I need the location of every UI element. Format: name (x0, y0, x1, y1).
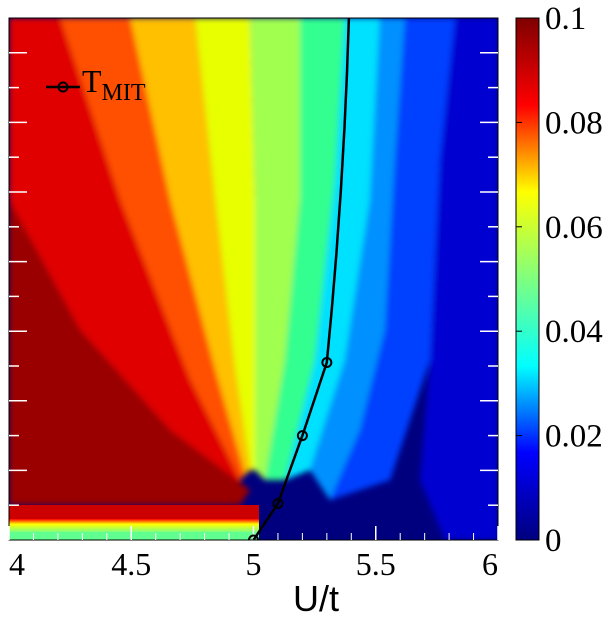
colorbar-tick-label-5: 0.1 (545, 1, 586, 37)
data-point-0 (248, 534, 259, 540)
legend-marker-t-mit (57, 81, 69, 93)
colorbar: 0 0.02 0.04 0.06 0.08 0.1 (515, 1, 603, 559)
x-tick-label-4: 6 (482, 546, 498, 582)
x-tick-labels: 4 4.5 5 5.5 6 (9, 546, 498, 582)
x-tick-label-3: 5.5 (356, 546, 396, 582)
x-axis-ticks (8, 526, 499, 540)
colorbar-tick-labels: 0 0.02 0.04 0.06 0.08 0.1 (545, 1, 603, 559)
x-tick-label-0: 4 (9, 546, 25, 582)
colorbar-tick-label-2: 0.04 (545, 314, 603, 350)
x-axis-label: U/t (293, 578, 339, 619)
colorbar-ticks (516, 17, 522, 541)
colorbar-tick-label-3: 0.06 (545, 210, 603, 246)
data-point-1 (272, 497, 284, 509)
data-point-3 (321, 357, 333, 369)
legend: TMIT (46, 63, 146, 106)
x-tick-label-2: 5 (246, 546, 262, 582)
legend-label-t-mit: TMIT (82, 63, 146, 106)
colorbar-tick-label-0: 0 (545, 523, 562, 559)
x-tick-label-1: 4.5 (111, 546, 151, 582)
colorbar-tick-label-4: 0.08 (545, 105, 603, 141)
series-points-t-mit (248, 357, 333, 540)
heatmap-field (9, 18, 498, 540)
series-t-mit (248, 18, 351, 540)
y-axis-ticks (9, 52, 498, 506)
colorbar-tick-label-1: 0.02 (545, 419, 603, 455)
colorbar-gradient (515, 17, 540, 541)
series-line-t-mit (252, 18, 351, 540)
data-point-2 (296, 430, 308, 442)
